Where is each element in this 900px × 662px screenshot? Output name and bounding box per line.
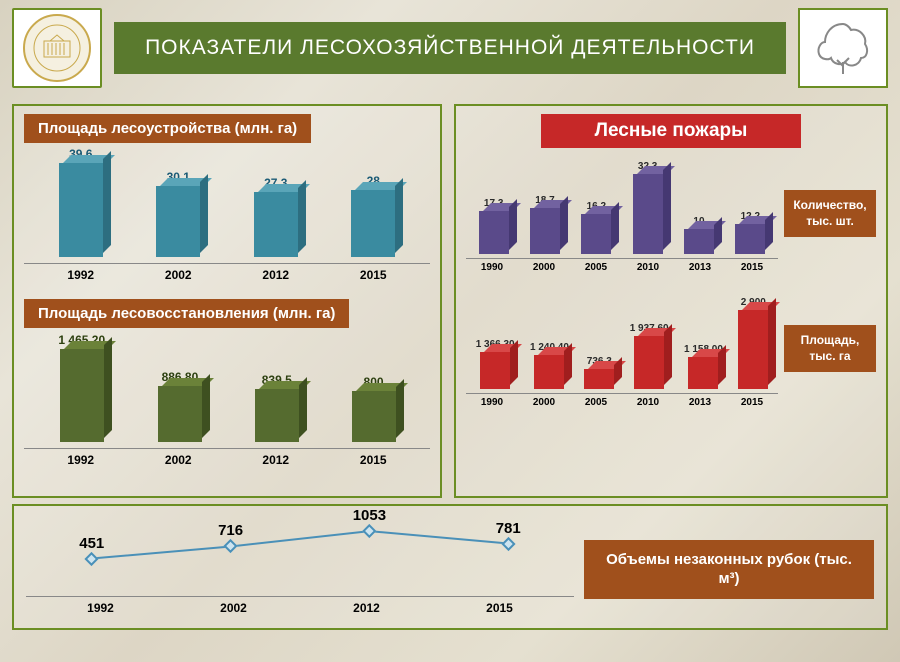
line-point: 716 <box>218 522 243 551</box>
fires-title: Лесные пожары <box>541 114 801 148</box>
duma-logo <box>23 14 91 82</box>
chart2: 1 465,20 886,80 839,5 800 1992 2002 2012 2015 <box>24 332 430 472</box>
bar: 800 <box>352 375 396 442</box>
bar: 839,5 <box>255 373 299 442</box>
axis-label: 2015 <box>741 262 763 273</box>
axis-label: 2015 <box>360 453 387 467</box>
axis-label: 2015 <box>741 397 763 408</box>
axis-label: 2012 <box>300 601 433 615</box>
bar: 17,3 <box>479 198 509 254</box>
axis-label: 2002 <box>165 268 192 282</box>
point-label: 451 <box>79 535 104 552</box>
line-point: 1053 <box>353 507 386 536</box>
axis-label: 2010 <box>637 262 659 273</box>
chart1: 39,6 30,1 27,3 28 1992 2002 2012 2015 <box>24 147 430 287</box>
bar: 30,1 <box>156 170 200 257</box>
chart4-row: 1 366,30 1 240,40 736,3 1 937,60 1 158,00 2 9… <box>466 289 876 408</box>
bar: 10 <box>684 216 714 254</box>
chart2-title: Площадь лесовосстановления (млн. га) <box>24 299 349 328</box>
axis-label: 2005 <box>585 262 607 273</box>
bar: 28 <box>351 174 395 257</box>
bar: 12,2 <box>735 211 765 254</box>
axis-label: 2002 <box>165 453 192 467</box>
chart1-title: Площадь лесоустройства (млн. га) <box>24 114 311 143</box>
bar: 27,3 <box>254 176 298 257</box>
axis-label: 2000 <box>533 397 555 408</box>
chart3: 17,3 18,7 16,2 32,3 10 12,2 1990 2000 2005 2010 2… <box>466 154 778 273</box>
point-marker <box>224 539 238 553</box>
chart4: 1 366,30 1 240,40 736,3 1 937,60 1 158,00 2 9… <box>466 289 778 408</box>
header: ПОКАЗАТЕЛИ ЛЕСОХОЗЯЙСТВЕННОЙ ДЕЯТЕЛЬНОСТ… <box>0 0 900 96</box>
axis-label: 2002 <box>167 601 300 615</box>
point-label: 781 <box>496 520 521 537</box>
axis-label: 1992 <box>67 453 94 467</box>
axis-label: 1990 <box>481 262 503 273</box>
right-panel: Лесные пожары 17,3 18,7 16,2 32,3 10 12,2 199… <box>454 104 888 498</box>
axis-label: 2015 <box>433 601 566 615</box>
axis-label: 2013 <box>689 397 711 408</box>
bar: 2 900 <box>738 297 768 389</box>
bar: 1 465,20 <box>58 333 105 442</box>
bar: 1 937,60 <box>630 323 669 389</box>
bar: 736,3 <box>584 356 614 389</box>
axis-label: 2010 <box>637 397 659 408</box>
bar: 1 240,40 <box>530 342 569 389</box>
point-label: 1053 <box>353 507 386 524</box>
chart4-side-label: Площадь, тыс. га <box>784 325 876 372</box>
bar: 1 366,30 <box>476 339 515 389</box>
bar: 886,80 <box>158 370 202 442</box>
bar: 32,3 <box>633 161 663 254</box>
axis-label: 2013 <box>689 262 711 273</box>
axis-label: 2005 <box>585 397 607 408</box>
axis-label: 2000 <box>533 262 555 273</box>
chart5-title: Объемы незаконных рубок (тыс. м³) <box>584 540 874 599</box>
left-panel: Площадь лесоустройства (млн. га) 39,6 30,… <box>12 104 442 498</box>
axis-label: 2012 <box>262 268 289 282</box>
content-area: Площадь лесоустройства (млн. га) 39,6 30,… <box>0 96 900 504</box>
axis-label: 2015 <box>360 268 387 282</box>
axis-label: 1990 <box>481 397 503 408</box>
point-marker <box>362 524 376 538</box>
page-title: ПОКАЗАТЕЛИ ЛЕСОХОЗЯЙСТВЕННОЙ ДЕЯТЕЛЬНОСТ… <box>114 22 786 74</box>
axis-label: 2012 <box>262 453 289 467</box>
chart5: 4517161053781 1992200220122015 <box>26 514 574 624</box>
axis-label: 1992 <box>67 268 94 282</box>
bar: 16,2 <box>581 201 611 254</box>
bar: 39,6 <box>59 147 103 257</box>
bottom-panel: 451 716 1053 781 1992200220122015 Объемы не… <box>12 504 888 630</box>
axis-label: 1992 <box>34 601 167 615</box>
tree-icon-container <box>798 8 888 88</box>
bar: 18,7 <box>530 195 560 254</box>
chart3-row: 17,3 18,7 16,2 32,3 10 12,2 1990 2000 2005 2010 2… <box>466 154 876 273</box>
logo-container <box>12 8 102 88</box>
bar: 1 158,00 <box>684 344 723 389</box>
line-point: 781 <box>496 520 521 549</box>
line-point: 451 <box>79 535 104 564</box>
tree-icon <box>811 16 875 80</box>
point-label: 716 <box>218 522 243 539</box>
point-marker <box>501 536 515 550</box>
point-marker <box>85 551 99 565</box>
chart3-side-label: Количество, тыс. шт. <box>784 190 876 237</box>
